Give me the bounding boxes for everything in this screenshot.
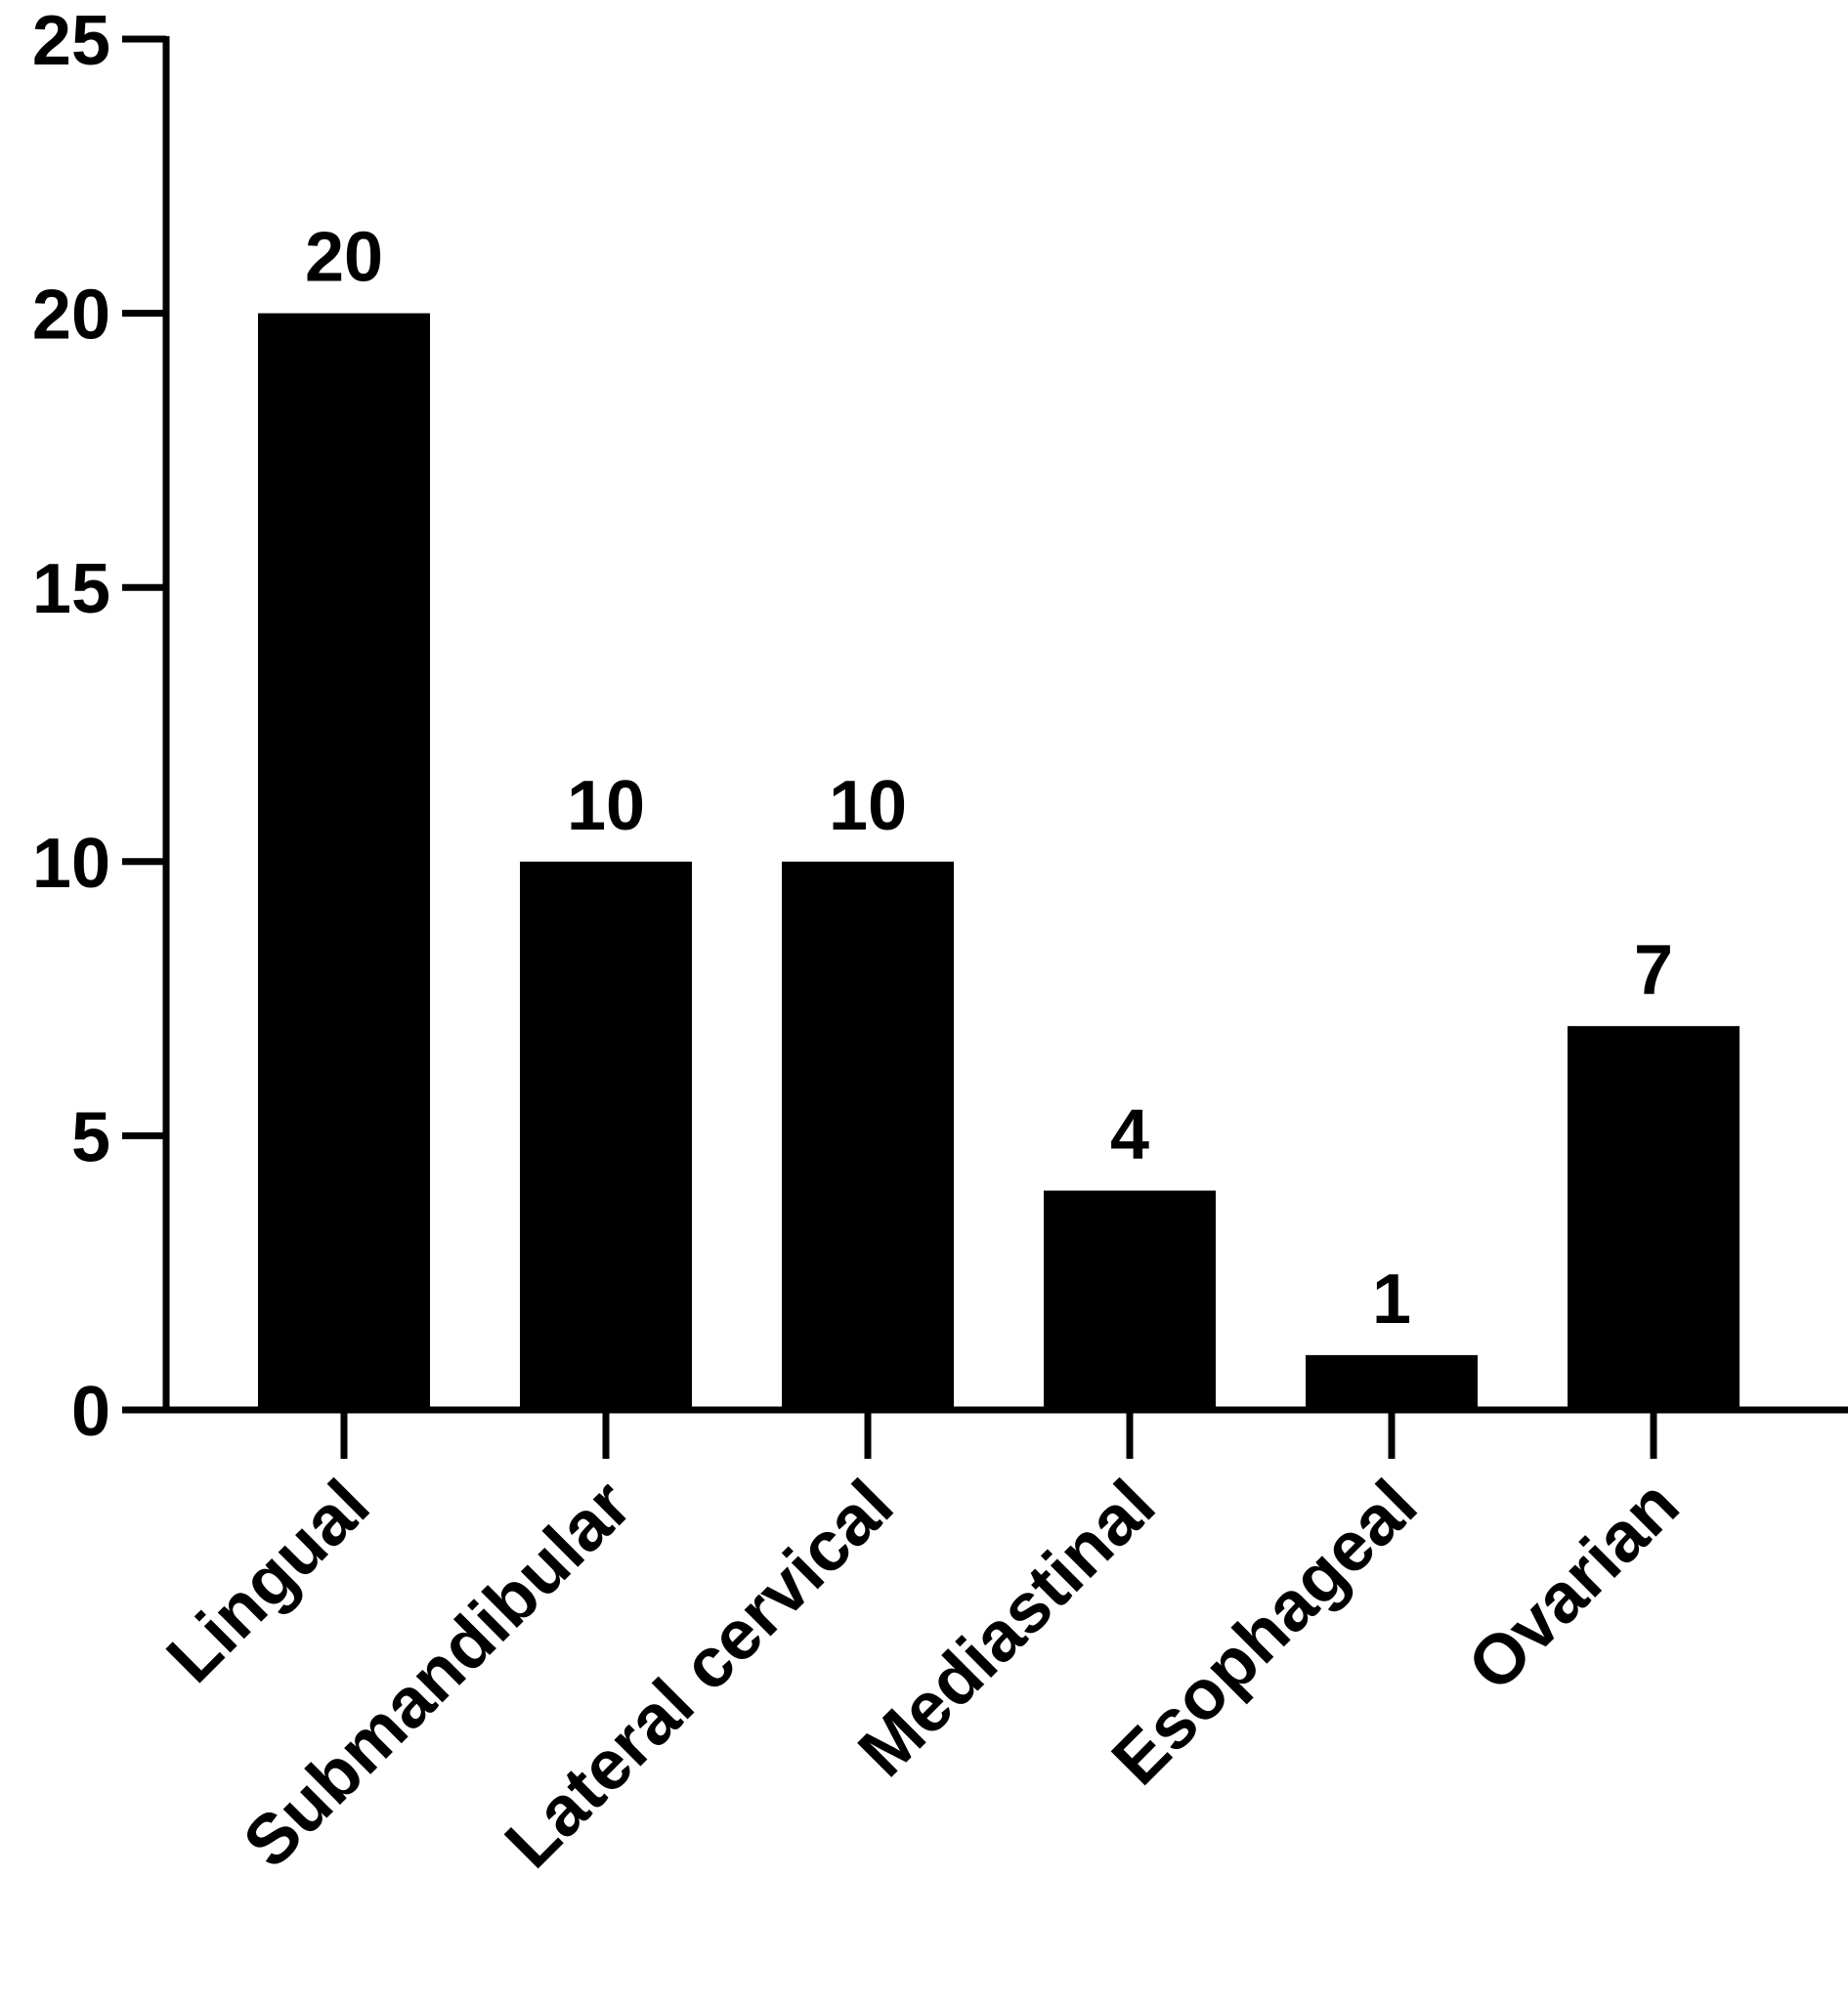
bar-4 bbox=[1306, 1354, 1478, 1410]
axes-group bbox=[122, 35, 1848, 1459]
data-label-0: 20 bbox=[305, 219, 383, 297]
y-tick-label-0: 0 bbox=[71, 1373, 110, 1451]
bar-1 bbox=[520, 861, 692, 1410]
y-tick-label-1: 5 bbox=[71, 1098, 110, 1176]
x-tick-label-5: Ovarian bbox=[1453, 1466, 1694, 1706]
bar-3 bbox=[1044, 1190, 1216, 1410]
bar-5 bbox=[1568, 1026, 1740, 1410]
y-tick-label-3: 15 bbox=[32, 550, 110, 628]
data-label-2: 10 bbox=[829, 767, 907, 845]
bar-2 bbox=[782, 861, 954, 1410]
bar-0 bbox=[258, 313, 430, 1411]
data-label-5: 7 bbox=[1634, 931, 1673, 1009]
data-label-1: 10 bbox=[567, 767, 645, 845]
y-tick-label-5: 25 bbox=[32, 2, 110, 80]
data-label-3: 4 bbox=[1110, 1096, 1149, 1174]
data-label-4: 1 bbox=[1372, 1260, 1411, 1339]
y-tick-label-4: 20 bbox=[32, 277, 110, 355]
x-tick-label-0: Lingual bbox=[152, 1466, 385, 1698]
y-tick-label-2: 10 bbox=[32, 825, 110, 903]
bars-group bbox=[258, 313, 1740, 1411]
